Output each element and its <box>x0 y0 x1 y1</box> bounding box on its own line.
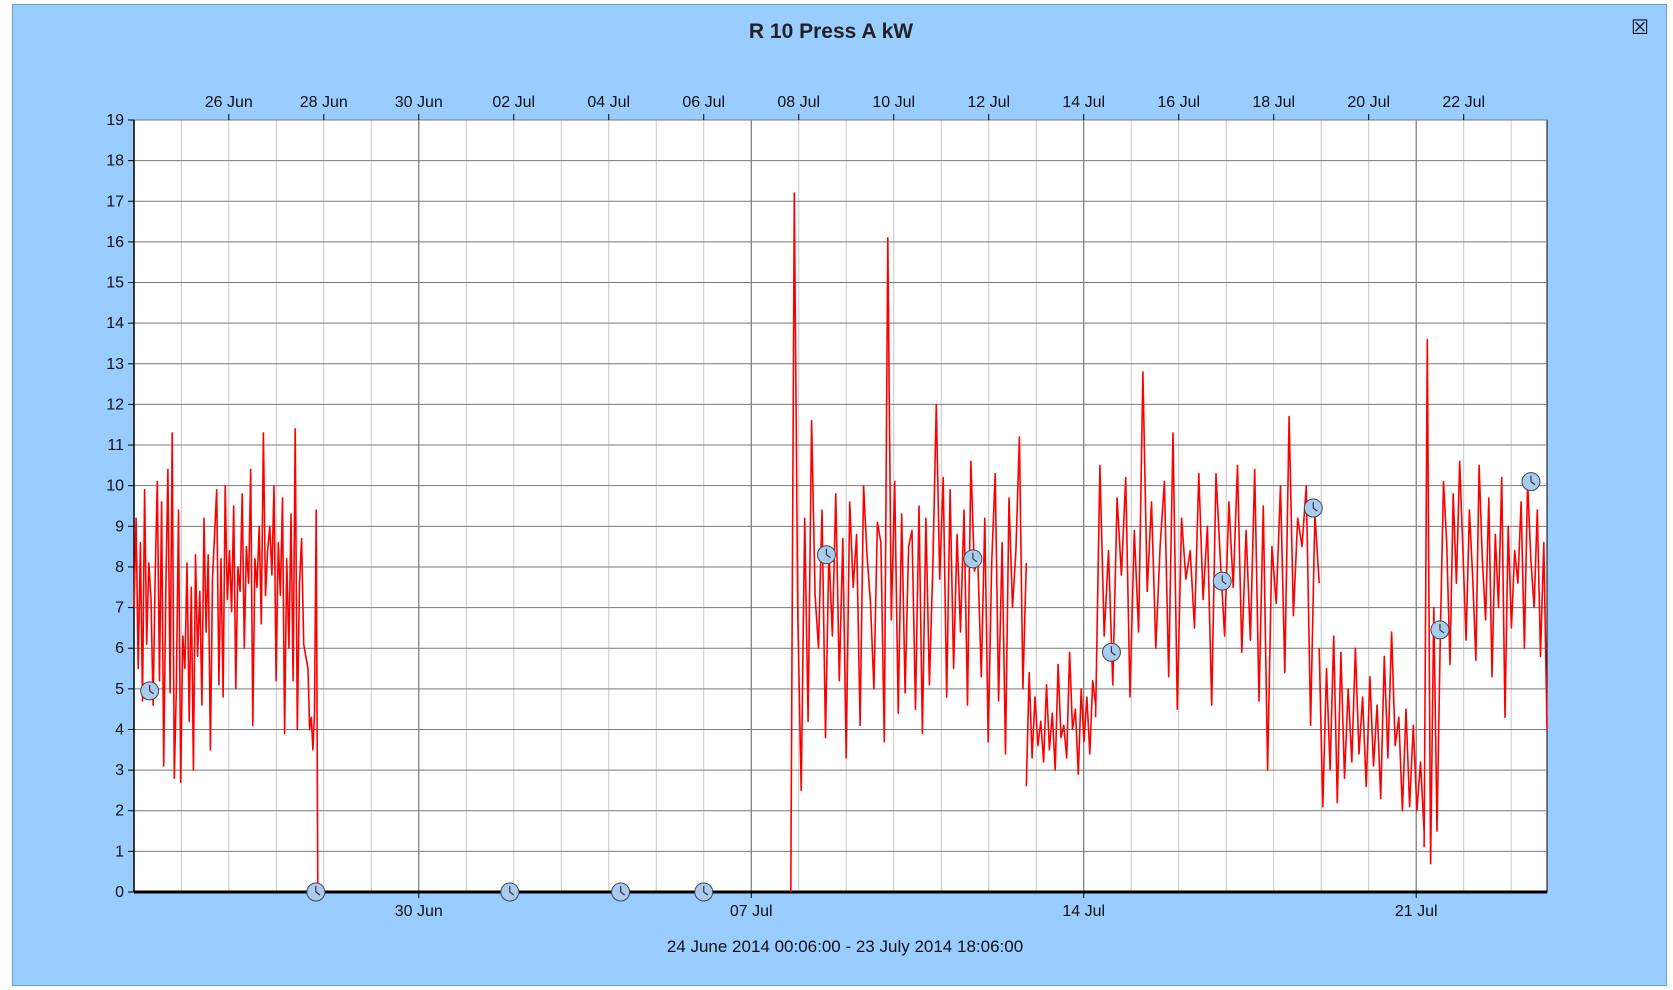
y-tick-label: 13 <box>106 356 124 373</box>
series-segment-4 <box>1094 371 1320 771</box>
top-axis-label: 04 Jul <box>587 94 630 111</box>
top-axis-label: 18 Jul <box>1252 94 1295 111</box>
annotation-marker <box>1212 571 1232 591</box>
close-icon[interactable]: ☒ <box>1631 17 1649 39</box>
top-axis-label: 14 Jul <box>1062 94 1105 111</box>
annotation-marker <box>306 882 326 902</box>
y-tick-label: 3 <box>115 762 124 779</box>
clock-hand <box>972 558 978 563</box>
clock-hand <box>315 891 321 896</box>
y-tick-label: 12 <box>106 396 124 413</box>
annotation-marker <box>963 549 983 569</box>
y-tick-label: 15 <box>106 275 124 292</box>
top-axis-label: 08 Jul <box>777 94 820 111</box>
series-segment-6 <box>1423 338 1548 865</box>
series-segment-1 <box>307 509 319 893</box>
y-tick-label: 2 <box>115 803 124 820</box>
top-axis-label: 02 Jul <box>492 94 535 111</box>
annotation-marker <box>694 882 714 902</box>
top-axis-label: 10 Jul <box>872 94 915 111</box>
y-tick-label: 18 <box>106 153 124 170</box>
series-segment-3 <box>1025 651 1097 787</box>
top-axis-label: 22 Jul <box>1442 94 1485 111</box>
y-tick-label: 7 <box>115 600 124 617</box>
series-segment-0 <box>133 427 309 784</box>
annotation-marker <box>1430 620 1450 640</box>
bottom-axis-label: 30 Jun <box>395 903 443 920</box>
bottom-axis-label: 14 Jul <box>1062 903 1105 920</box>
y-tick-label: 17 <box>106 193 124 210</box>
y-tick-label: 19 <box>106 112 124 129</box>
annotation-marker <box>140 681 160 701</box>
clock-hand <box>1111 651 1116 656</box>
top-axis-label: 06 Jul <box>682 94 725 111</box>
series-segment-5 <box>1318 631 1425 832</box>
clock-hand <box>703 891 709 896</box>
top-axis-label: 26 Jun <box>205 94 253 111</box>
bottom-axis-label: 07 Jul <box>730 903 773 920</box>
series-segment-2 <box>789 192 1028 893</box>
annotation-marker <box>611 882 631 902</box>
annotation-marker <box>500 882 520 902</box>
y-tick-label: 6 <box>115 640 124 657</box>
clock-hand <box>826 554 831 559</box>
top-axis-label: 20 Jul <box>1347 94 1390 111</box>
y-tick-label: 4 <box>115 721 124 738</box>
clock-hand <box>1439 629 1445 634</box>
y-tick-label: 11 <box>107 437 124 454</box>
y-tick-label: 14 <box>106 315 124 332</box>
y-tick-label: 8 <box>115 559 124 576</box>
annotation-marker <box>1521 472 1541 492</box>
y-tick-label: 10 <box>106 478 124 495</box>
y-tick-label: 0 <box>115 884 124 901</box>
top-axis-label: 28 Jun <box>300 94 348 111</box>
date-range-label: 24 June 2014 00:06:00 - 23 July 2014 18:… <box>666 937 1024 956</box>
y-tick-label: 5 <box>115 681 124 698</box>
top-axis-label: 30 Jun <box>395 94 443 111</box>
y-tick-label: 16 <box>106 234 124 251</box>
clock-hand <box>620 891 625 896</box>
chart-title: R 10 Press A kW <box>748 20 914 43</box>
clock-hand <box>1221 580 1227 585</box>
top-axis-label: 16 Jul <box>1157 94 1200 111</box>
y-tick-label: 9 <box>115 518 124 535</box>
clock-hand <box>1530 481 1536 486</box>
clock-hand <box>509 891 515 896</box>
annotation-marker <box>816 545 836 565</box>
plot-area <box>133 119 1548 893</box>
top-axis-label: 12 Jul <box>967 94 1010 111</box>
clock-hand <box>149 690 154 695</box>
bottom-axis-label: 21 Jul <box>1395 903 1438 920</box>
clock-hand <box>1312 507 1318 512</box>
annotation-marker <box>1101 642 1121 662</box>
y-tick-label: 1 <box>115 843 124 860</box>
annotation-marker <box>1303 498 1323 518</box>
